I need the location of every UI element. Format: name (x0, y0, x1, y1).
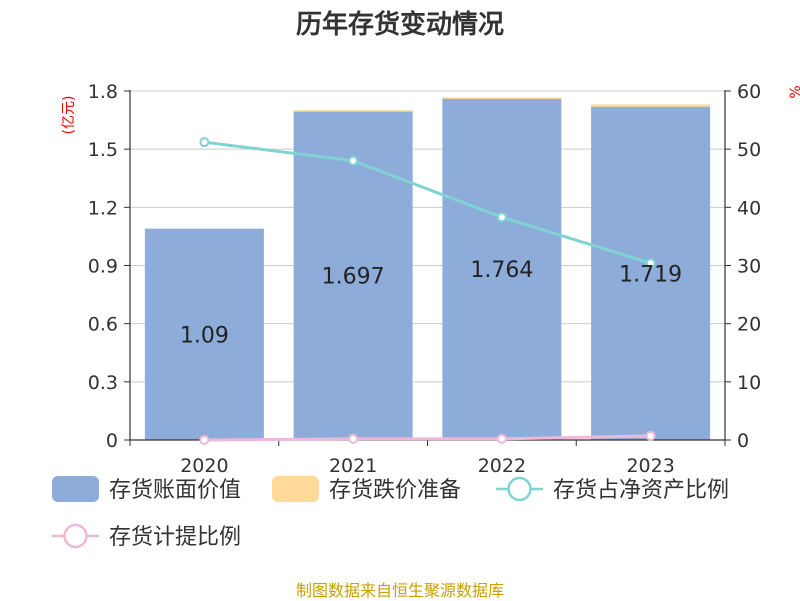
series-point (645, 258, 656, 269)
right-tick-label: 50 (737, 139, 761, 161)
left-tick-label: 1.5 (88, 139, 118, 161)
legend-label: 存货计提比例 (109, 525, 241, 550)
bar-book-value (144, 228, 264, 440)
x-tick-label: 2020 (180, 455, 228, 477)
legend-label: 存货账面价值 (109, 478, 241, 503)
bar-impairment-reserve (442, 97, 562, 99)
left-tick-label: 0.9 (88, 256, 118, 278)
left-tick-label: 0 (106, 430, 118, 452)
legend-swatch (272, 476, 319, 502)
bar-value-label: 1.09 (180, 323, 229, 348)
right-tick-label: 20 (737, 314, 761, 336)
data-labels: 1.09 1.697 1.764 1.719 (180, 258, 682, 348)
x-tick-label: 2021 (329, 455, 377, 477)
series-point (645, 430, 656, 441)
series-point (199, 137, 210, 148)
series-point (199, 435, 210, 445)
series-point (348, 155, 359, 166)
bar-impairment-reserve (591, 104, 711, 107)
left-tick-label: 1.2 (88, 197, 118, 219)
bars (144, 97, 711, 441)
legend-marker (507, 476, 532, 502)
line-series (199, 137, 656, 445)
source-note: 制图数据来自恒生聚源数据库 (295, 581, 504, 600)
legend-label: 存货占净资产比例 (553, 478, 729, 503)
right-tick-label: 30 (737, 256, 761, 278)
bar-book-value (442, 97, 562, 440)
series-point (496, 433, 507, 444)
right-tick-label: 10 (737, 372, 761, 394)
bar-value-label: 1.719 (619, 262, 682, 287)
series-point (348, 433, 359, 444)
right-axis-unit: % (788, 85, 800, 98)
x-tick-label: 2022 (478, 455, 526, 477)
right-tick-label: 0 (737, 430, 749, 452)
legend-label: 存货跌价准备 (329, 478, 461, 503)
bar-value-label: 1.697 (322, 264, 385, 289)
left-axis-unit: (亿元) (61, 96, 77, 135)
left-tick-label: 0.6 (88, 314, 118, 336)
bar-value-label: 1.764 (470, 258, 533, 283)
right-tick-label: 40 (737, 197, 761, 219)
bar-impairment-reserve (293, 110, 413, 112)
chart-title: 历年存货变动情况 (295, 10, 504, 40)
series-line (204, 140, 652, 265)
legend-marker (63, 523, 88, 549)
bar-book-value (293, 110, 413, 441)
series-point (496, 212, 507, 223)
left-tick-label: 1.8 (88, 81, 118, 103)
right-tick-label: 60 (737, 81, 761, 103)
bar-book-value (591, 106, 711, 440)
axes: 0 0.3 0.6 0.9 1.2 1.5 1.8 0 10 20 30 40 50 60 (亿元)% 202… (61, 81, 800, 477)
x-tick-label: 2023 (626, 455, 674, 477)
series-line (204, 434, 651, 442)
legend-swatch (52, 476, 99, 502)
left-tick-label: 0.3 (88, 372, 118, 394)
